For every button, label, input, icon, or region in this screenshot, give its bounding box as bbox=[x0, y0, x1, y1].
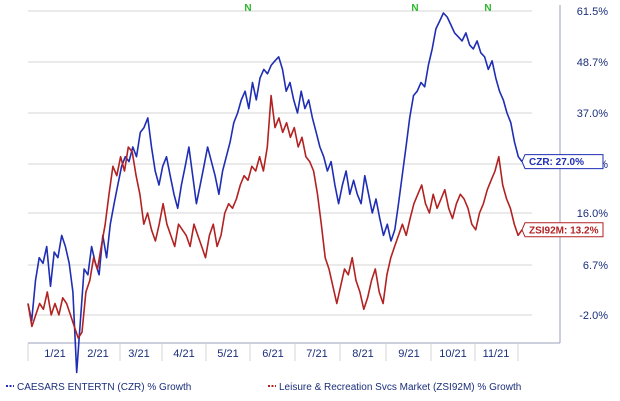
zsi-series-line bbox=[27, 94, 523, 339]
event-marker: N bbox=[484, 3, 491, 14]
event-marker: N bbox=[244, 3, 251, 14]
event-marker: N bbox=[411, 3, 418, 14]
callout-box bbox=[521, 154, 604, 170]
callout-label: ZSI92M: 13.2% bbox=[529, 225, 599, 236]
x-tick-label: 5/21 bbox=[217, 348, 238, 360]
x-tick-label: 8/21 bbox=[352, 348, 373, 360]
y-tick-label: 37.0% bbox=[577, 108, 608, 120]
x-tick-label: 6/21 bbox=[262, 348, 283, 360]
x-tick-label: 10/21 bbox=[439, 348, 467, 360]
callout-label: CZR: 27.0% bbox=[529, 157, 584, 168]
y-tick-label: 48.7% bbox=[577, 57, 608, 69]
x-tick-label: 4/21 bbox=[173, 348, 194, 360]
y-tick-label: 16.0% bbox=[577, 208, 608, 220]
y-tick-label: 61.5% bbox=[577, 6, 608, 18]
callout-box bbox=[521, 222, 604, 238]
y-tick-label: -2.0% bbox=[579, 310, 608, 322]
czr-series-line bbox=[27, 12, 523, 374]
x-tick-label: 7/21 bbox=[306, 348, 327, 360]
y-tick-label: 6.7% bbox=[583, 260, 608, 272]
x-tick-label: 11/21 bbox=[483, 348, 510, 360]
legend-czr-label: CAESARS ENTERTN (CZR) % Growth bbox=[17, 382, 191, 393]
x-axis: 1/21 2/21 3/21 4/21 5/21 6/21 7/21 8/21 9/21 10/2… bbox=[27, 342, 560, 361]
x-tick-label: 9/21 bbox=[398, 348, 419, 360]
x-tick-label: 1/21 bbox=[44, 348, 65, 360]
legend-zsi-label: Leisure & Recreation Svcs Market (ZSI92M… bbox=[279, 382, 521, 393]
end-value-callouts: CZR: 27.0% ZSI92M: 13.2% bbox=[521, 154, 604, 238]
x-tick-label: 2/21 bbox=[87, 348, 108, 360]
series-lines bbox=[27, 12, 523, 374]
zsi-callout: ZSI92M: 13.2% bbox=[521, 222, 604, 238]
czr-callout: CZR: 27.0% bbox=[521, 154, 604, 170]
legend: CAESARS ENTERTN (CZR) % Growth Leisure &… bbox=[6, 382, 521, 393]
x-tick-label: 3/21 bbox=[128, 348, 149, 360]
